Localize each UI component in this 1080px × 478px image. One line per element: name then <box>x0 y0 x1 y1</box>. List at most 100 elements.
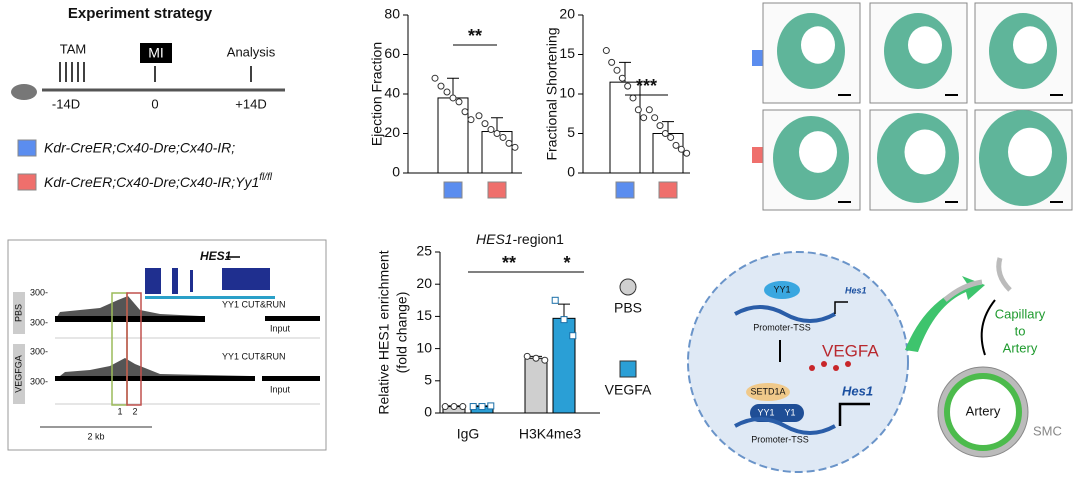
data-point <box>656 122 664 130</box>
data-point <box>560 316 568 324</box>
y-axis-label: Relative HES1 enrichment <box>376 250 392 414</box>
data-point <box>481 120 489 128</box>
data-point <box>475 112 483 120</box>
legend-label: VEGFA <box>605 382 652 398</box>
x-tick-label: H3K4me3 <box>519 426 581 442</box>
data-point <box>651 114 659 122</box>
region-label: 1 <box>117 406 122 416</box>
data-point <box>672 141 680 149</box>
y-tick-label: 0 <box>567 164 575 180</box>
tam-label: TAM <box>60 41 86 56</box>
legend-label: PBS <box>614 300 642 316</box>
group-label: Kdr-CreER;Cx40-Dre;Cx40-IR; <box>44 140 235 156</box>
scale-label: 300- <box>30 376 48 386</box>
track-label: YY1 CUT&RUN <box>222 299 286 309</box>
track-panel <box>7 239 327 451</box>
data-point <box>449 94 457 102</box>
hes1-label: Hes1 <box>845 285 867 295</box>
y-tick-label: 0 <box>424 404 432 420</box>
scale-label: 300- <box>30 287 48 297</box>
peak-bar <box>55 316 205 322</box>
group-label-sup: fl/fl <box>259 172 273 183</box>
y-tick-label: 0 <box>392 164 400 180</box>
data-point <box>505 139 513 147</box>
error-bar <box>558 303 570 319</box>
y-tick-label: 20 <box>416 275 432 291</box>
time-label: +14D <box>235 96 266 111</box>
data-point <box>618 74 626 82</box>
data-point <box>677 145 685 153</box>
tss-arrow <box>834 301 848 314</box>
data-point <box>640 114 648 122</box>
group-swatch <box>17 139 37 157</box>
y-tick-label: 10 <box>416 339 432 355</box>
analysis-label: Analysis <box>227 44 276 59</box>
arrow <box>980 299 996 356</box>
data-point <box>661 130 669 137</box>
region-box <box>126 292 142 406</box>
data-point <box>683 149 691 157</box>
artery-endothelium <box>944 373 1022 451</box>
transition-label: to <box>1015 323 1026 338</box>
heart-lumen <box>1013 26 1047 64</box>
significance-label: *** <box>636 76 657 96</box>
data-point <box>613 66 621 74</box>
gene-label: HES1 <box>200 249 232 263</box>
peak-bar <box>262 376 320 381</box>
nucleus <box>687 251 909 473</box>
data-point <box>523 352 531 360</box>
data-point <box>431 74 439 82</box>
time-label: -14D <box>52 96 80 111</box>
artery-label: Artery <box>966 403 1001 418</box>
chart-title-part: HES1 <box>476 231 513 247</box>
data-point <box>499 133 507 141</box>
yy1-label: YY1 <box>757 407 774 417</box>
data-point <box>634 106 642 114</box>
dna <box>734 305 836 323</box>
heart-lumen <box>801 26 835 64</box>
data-point <box>551 296 559 304</box>
y-tick-label: 25 <box>416 243 432 259</box>
y-axis-label: Ejection Fraction <box>369 42 385 146</box>
transition-arrow <box>905 276 985 352</box>
data-point <box>441 403 449 411</box>
data-point <box>645 106 653 114</box>
data-point <box>532 354 540 362</box>
scale-label: 300- <box>30 317 48 327</box>
legend-marker <box>619 360 637 378</box>
mouse-icon <box>11 84 37 100</box>
condition-label: VEGFGA <box>13 355 23 393</box>
peak-bar <box>55 376 255 381</box>
condition-tab <box>13 344 25 404</box>
data-point <box>608 58 616 66</box>
data-point <box>511 143 519 151</box>
y-tick-label: 5 <box>567 124 575 140</box>
bar <box>524 357 548 414</box>
error-bar <box>491 117 503 132</box>
data-point <box>629 94 637 102</box>
data-point <box>469 403 477 411</box>
promoter-label: Promoter-TSS <box>751 434 809 444</box>
condition-label: PBS <box>13 304 23 322</box>
data-point <box>667 133 675 141</box>
group-swatch <box>17 173 37 191</box>
y-tick-label: 60 <box>384 45 400 61</box>
capillary-cell <box>996 257 1012 292</box>
significance-label: * <box>563 253 570 273</box>
legend-marker <box>619 278 637 296</box>
vegfa-label: VEGFA <box>822 341 879 360</box>
group-label-main: Kdr-CreER;Cx40-Dre;Cx40-IR;Yy1 <box>44 174 259 190</box>
time-label: 0 <box>151 96 158 111</box>
data-point <box>467 116 475 124</box>
strategy-title: Experiment strategy <box>68 5 213 22</box>
gene-model <box>145 268 275 299</box>
data-point <box>461 108 469 116</box>
mi-box <box>140 43 172 63</box>
data-point <box>459 403 467 411</box>
mi-label: MI <box>148 45 164 61</box>
y-tick-label: 15 <box>559 45 575 61</box>
data-point <box>455 98 463 106</box>
dna <box>734 417 836 435</box>
y-axis-label: (fold change) <box>394 292 410 374</box>
